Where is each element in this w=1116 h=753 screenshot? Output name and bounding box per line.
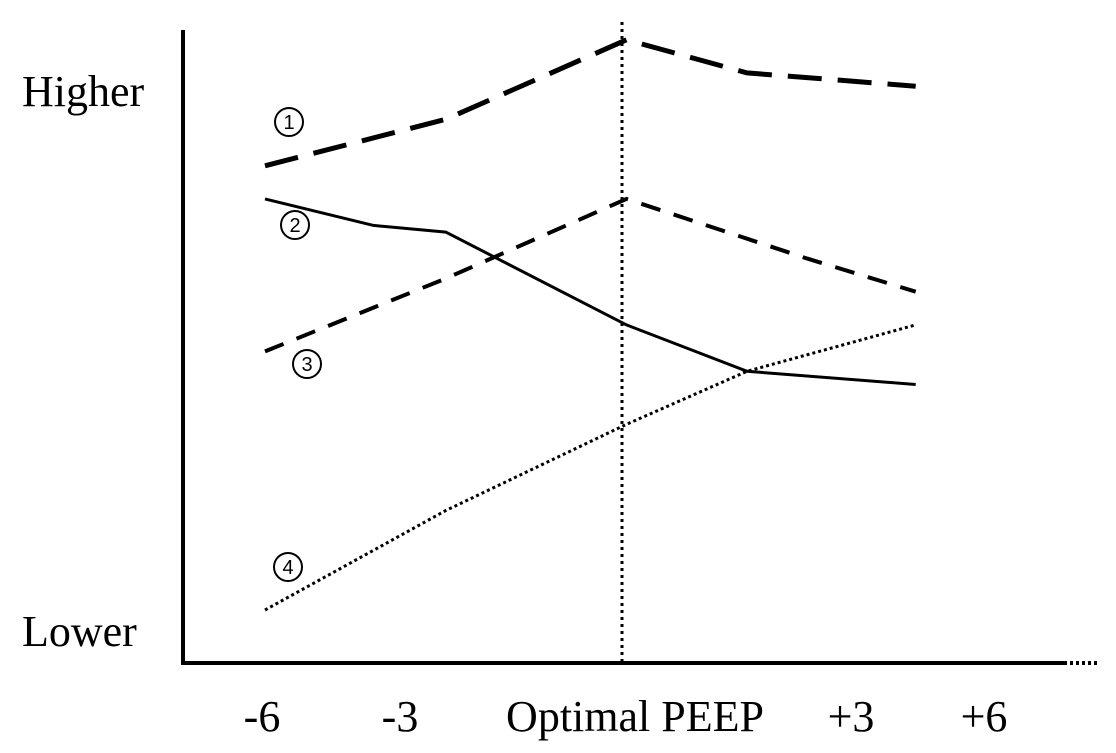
series-marker-4: 4 [273,552,303,582]
series-marker-3: 3 [292,349,322,379]
series-marker-number: 4 [282,557,293,579]
series-marker-circle [274,107,304,137]
series-marker-circle [273,552,303,582]
series-lines [264,37,917,612]
y-label-lower: Lower [22,607,137,656]
series-3-line [264,196,917,354]
x-tick-label: +3 [828,692,875,741]
series-4-line [264,323,917,612]
series-marker-1: 1 [274,107,304,137]
series-marker-2: 2 [280,210,310,240]
x-tick-label: +6 [961,692,1008,741]
series-marker-number: 1 [283,112,294,134]
x-tick-label: -6 [244,692,281,741]
x-tick-label: -3 [382,692,419,741]
series-marker-circle [280,210,310,240]
series-2-line [264,197,916,386]
series-marker-number: 3 [301,354,312,376]
series-marker-circle [292,349,322,379]
series-1-line [264,37,916,169]
series-marker-number: 2 [289,215,300,237]
y-label-higher: Higher [22,67,145,116]
x-tick-label: Optimal PEEP [506,692,764,741]
